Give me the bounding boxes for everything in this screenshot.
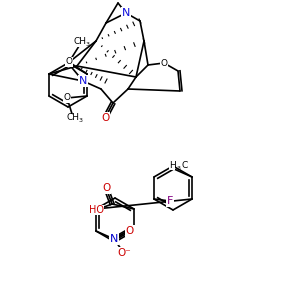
Text: 3: 3 [78, 118, 82, 124]
Text: HO: HO [88, 205, 104, 215]
Text: O: O [66, 58, 73, 67]
Text: O: O [64, 94, 70, 103]
Text: F: F [167, 196, 173, 206]
Text: N: N [122, 8, 130, 18]
Text: N: N [110, 234, 118, 244]
Text: O: O [126, 226, 134, 236]
Text: N: N [79, 76, 87, 86]
Text: O: O [101, 113, 109, 123]
Text: CH: CH [67, 113, 80, 122]
Text: O: O [160, 58, 167, 68]
Text: 3: 3 [176, 166, 180, 170]
Text: 3: 3 [85, 43, 89, 47]
Text: C: C [182, 160, 188, 169]
Text: H: H [169, 160, 176, 169]
Text: O: O [102, 183, 110, 193]
Text: CH: CH [74, 38, 87, 46]
Text: O⁻: O⁻ [117, 248, 131, 258]
